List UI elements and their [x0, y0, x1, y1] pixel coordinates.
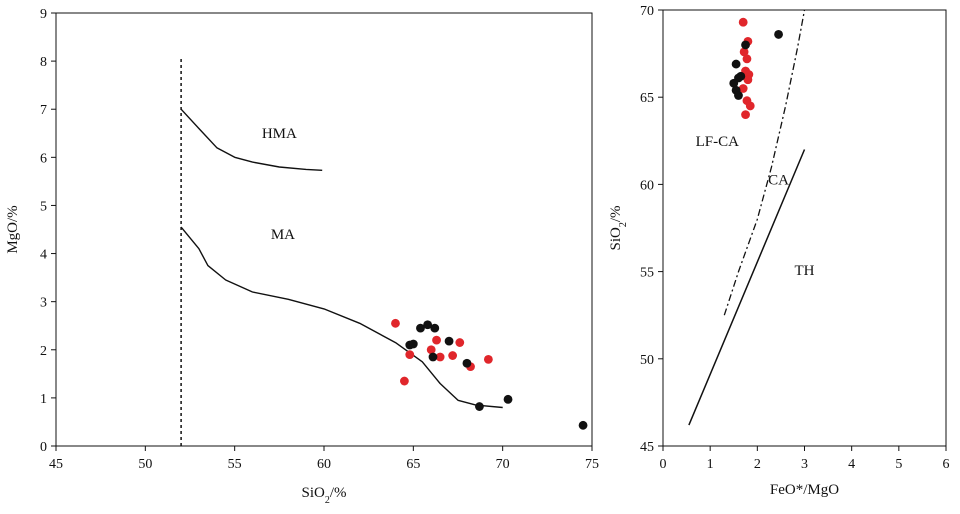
- right-point-red: [743, 75, 753, 85]
- right-point-red: [742, 54, 752, 64]
- right-point-red: [738, 84, 748, 93]
- right-x-tick-label: 6: [943, 457, 950, 472]
- right-y-tick-label: 55: [640, 266, 654, 281]
- left-y-tick-label: 1: [40, 392, 47, 407]
- left-y-tick-label: 6: [40, 151, 47, 166]
- left-point-black: [578, 420, 588, 430]
- left-point-red: [391, 318, 400, 328]
- left-point-red: [405, 350, 415, 359]
- right-y-tick-label: 50: [640, 353, 654, 368]
- left-field-label: MA: [271, 227, 295, 243]
- left-point-black: [423, 320, 433, 330]
- right-point-red: [745, 101, 755, 111]
- right-x-tick-label: 1: [707, 457, 714, 472]
- left-y-tick-label: 5: [40, 199, 47, 214]
- left-point-red: [400, 376, 409, 386]
- left-x-tick-label: 55: [228, 457, 242, 472]
- left-point-black: [428, 352, 438, 362]
- right-point-black: [774, 30, 783, 39]
- left-point-black: [462, 358, 472, 368]
- left-y-tick-label: 3: [40, 296, 47, 311]
- left-x-tick-label: 75: [585, 457, 599, 472]
- left-field-label: HMA: [262, 126, 297, 142]
- right-field-label: CA: [768, 172, 789, 188]
- right-point-red: [741, 110, 750, 120]
- right-point-red: [738, 17, 748, 27]
- left-x-axis-title: SiO2/%: [301, 485, 346, 506]
- left-point-black: [503, 394, 513, 404]
- left-y-tick-label: 0: [40, 440, 47, 455]
- left-y-tick-label: 4: [40, 248, 47, 263]
- left-y-axis-title: MgO/%: [5, 205, 21, 253]
- right-x-tick-label: 5: [895, 457, 902, 472]
- right-y-tick-label: 70: [640, 4, 654, 19]
- left-y-tick-label: 8: [40, 55, 47, 70]
- left-point-red: [483, 355, 493, 364]
- right-field-label: LF-CA: [696, 134, 740, 150]
- left-x-tick-label: 45: [49, 457, 63, 472]
- right-dashdot-boundary-line: [723, 9, 806, 316]
- right-y-tick-label: 65: [640, 91, 654, 106]
- left-point-black: [430, 323, 440, 333]
- left-point-black: [475, 402, 484, 411]
- left-x-tick-label: 70: [496, 457, 510, 472]
- left-y-tick-label: 7: [40, 103, 47, 118]
- left-plot-frame: [55, 12, 593, 447]
- left-point-black: [444, 336, 454, 346]
- right-point-red: [739, 47, 749, 57]
- right-x-axis-title: FeO*/MgO: [770, 482, 839, 498]
- left-x-tick-label: 60: [317, 457, 331, 472]
- left-point-red: [435, 352, 445, 362]
- right-point-black: [734, 91, 743, 100]
- right-panel-sio2-vs-feo-mgo: 0 1 2 3 4 5 6455055606570FeO*/MgOSiO2/%LF-CACA…: [608, 4, 950, 498]
- right-plot-frame: [662, 9, 947, 447]
- right-point-black: [731, 59, 741, 69]
- right-y-tick-label: 45: [640, 440, 654, 455]
- right-point-black: [741, 40, 750, 50]
- left-x-tick-label: 65: [406, 457, 420, 472]
- right-x-tick-label: 0: [660, 457, 667, 472]
- left-point-black: [408, 339, 418, 349]
- right-point-black: [729, 78, 739, 88]
- left-point-red: [426, 345, 436, 355]
- right-field-label: TH: [795, 263, 815, 279]
- left-point-red: [448, 351, 458, 360]
- left-point-red: [432, 335, 441, 345]
- left-y-tick-label: 2: [40, 344, 47, 359]
- right-x-tick-label: 4: [848, 457, 855, 472]
- left-x-tick-label: 50: [138, 457, 152, 472]
- left-point-black: [416, 323, 425, 333]
- left-boundary-curve: [180, 108, 323, 171]
- right-y-axis-title: SiO2/%: [608, 205, 629, 250]
- left-point-red: [455, 338, 465, 347]
- right-x-tick-label: 2: [754, 457, 761, 472]
- right-x-tick-label: 3: [801, 457, 808, 472]
- right-solid-boundary-line: [688, 149, 806, 426]
- right-y-tick-label: 60: [640, 178, 654, 193]
- left-y-tick-label: 9: [40, 7, 47, 22]
- left-boundary-curve: [180, 226, 503, 409]
